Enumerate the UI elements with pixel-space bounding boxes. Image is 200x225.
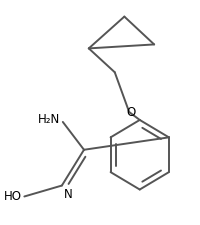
Text: H₂N: H₂N <box>38 113 60 126</box>
Text: HO: HO <box>3 190 21 203</box>
Text: N: N <box>63 187 72 200</box>
Text: O: O <box>126 106 135 119</box>
